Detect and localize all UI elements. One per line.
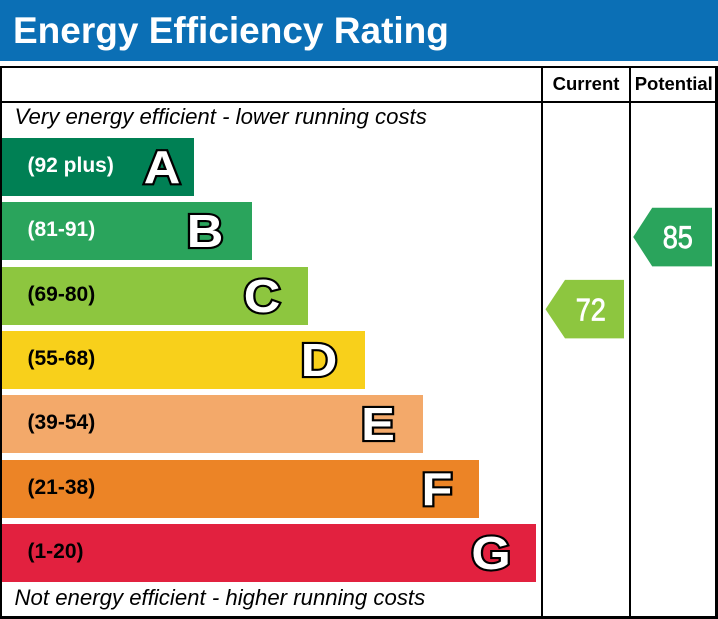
svg-text:72: 72 xyxy=(576,292,606,328)
svg-text:85: 85 xyxy=(663,219,693,255)
